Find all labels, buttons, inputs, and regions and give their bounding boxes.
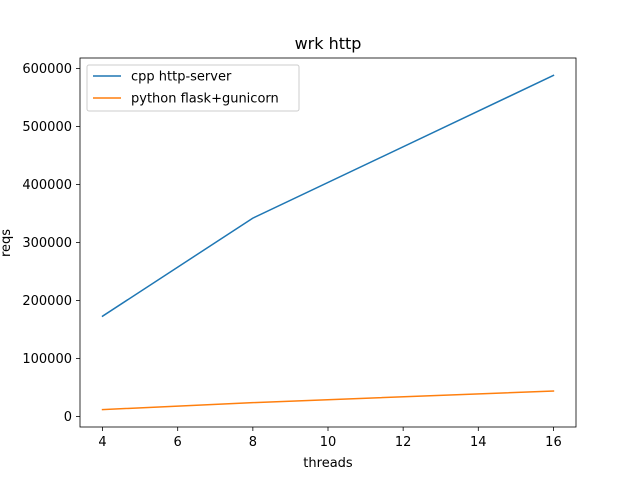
series-line-1 (101, 390, 555, 411)
series-line-0 (101, 74, 555, 318)
legend-label-0: cpp http-server (131, 70, 232, 85)
y-tick-label: 200000 (22, 294, 72, 309)
plot-frame (79, 57, 577, 428)
legend: cpp http-server python flask+gunicorn (86, 64, 300, 112)
y-axis-label: reqs (0, 229, 14, 257)
y-tick-label: 300000 (22, 236, 72, 251)
x-tick-label: 12 (395, 435, 412, 450)
y-axis-ticks: 0 100000 200000 300000 400000 500000 600000 (22, 62, 80, 425)
x-axis-ticks: 4 6 8 10 12 14 16 (98, 427, 562, 450)
chart-title: wrk http (295, 34, 362, 53)
y-tick-label: 0 (64, 410, 72, 425)
x-tick-label: 8 (249, 435, 257, 450)
legend-box (86, 64, 300, 112)
legend-label-1: python flask+gunicorn (131, 92, 279, 107)
series-layer (101, 74, 555, 411)
x-tick-label: 4 (98, 435, 106, 450)
plot-area (80, 58, 576, 427)
y-tick-label: 100000 (22, 352, 72, 367)
x-tick-label: 6 (174, 435, 182, 450)
x-tick-label: 16 (545, 435, 562, 450)
x-axis-label: threads (303, 456, 353, 471)
y-tick-label: 400000 (22, 178, 72, 193)
x-tick-label: 14 (470, 435, 487, 450)
y-tick-label: 500000 (22, 120, 72, 135)
x-tick-label: 10 (320, 435, 337, 450)
y-tick-label: 600000 (22, 62, 72, 77)
